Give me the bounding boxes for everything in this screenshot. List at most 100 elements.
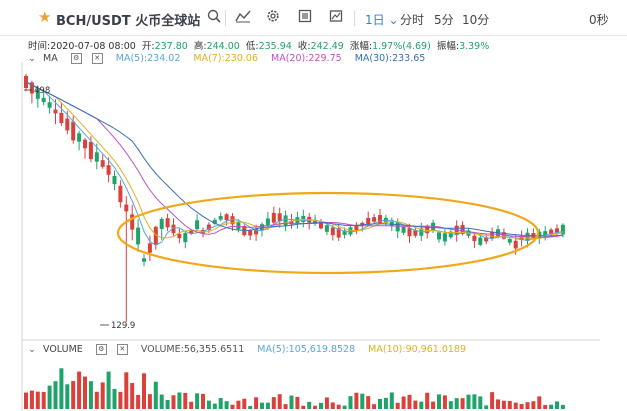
volume-bar <box>153 381 158 409</box>
volume-bar <box>242 398 247 409</box>
candle-body <box>277 213 282 222</box>
candle-body <box>212 219 217 224</box>
volume-bar <box>142 373 146 409</box>
volume-bar <box>442 395 447 409</box>
fullscreen-icon[interactable] <box>298 9 312 27</box>
volume-close-icon[interactable]: ✕ <box>116 344 128 355</box>
low-marker: 129.9 <box>111 321 135 331</box>
volume-bar <box>537 396 542 409</box>
volume-bar <box>360 393 365 409</box>
candle-body <box>71 121 76 141</box>
candle-body <box>165 218 170 228</box>
candle-body <box>425 226 430 234</box>
candle-body <box>106 165 111 175</box>
star-icon[interactable]: ★ <box>38 8 52 26</box>
candle-body <box>401 226 406 233</box>
volume-bar <box>289 395 294 409</box>
close-label: 收: <box>297 41 311 52</box>
candle-body <box>389 219 394 227</box>
volume-bar <box>531 401 536 409</box>
volume-bar <box>112 388 117 409</box>
ma-line <box>25 81 563 240</box>
high-value: 244.00 <box>206 41 240 52</box>
candle-body <box>336 228 341 238</box>
volume-settings-icon[interactable]: ⚙ <box>95 344 107 355</box>
volume-bar <box>519 403 524 409</box>
volume-collapse-icon[interactable]: ⌄ <box>28 344 36 355</box>
candle-body <box>77 133 82 142</box>
volume-value: VOLUME:56,355.6511 <box>140 344 245 355</box>
collapse-icon[interactable]: ⌄ <box>28 53 36 64</box>
ma-line <box>25 81 563 237</box>
volume-bar <box>47 385 52 409</box>
ma-settings-icon[interactable]: ⚙ <box>70 53 82 64</box>
volume-bar <box>330 402 335 409</box>
volume-bar <box>100 382 105 409</box>
candle-body <box>460 224 465 234</box>
volume-bar <box>319 402 323 409</box>
period-5m[interactable]: 5分 <box>434 13 454 27</box>
volume-bar <box>301 405 306 409</box>
period-10m[interactable]: 10分 <box>462 13 490 27</box>
settings-icon[interactable] <box>266 9 280 27</box>
volume-bar <box>490 392 495 409</box>
ma30-value: MA(30):233.65 <box>354 53 426 64</box>
ma-close-icon[interactable]: ✕ <box>91 53 103 64</box>
pair-title: BCH/USDT 火币全球站 <box>56 10 200 29</box>
period-timeline[interactable]: 分时 <box>400 13 425 27</box>
candle-body <box>124 204 129 212</box>
candle-body <box>189 230 194 234</box>
screenshot-icon[interactable] <box>329 9 343 27</box>
candle-body <box>147 243 152 253</box>
volume-bar <box>336 404 341 409</box>
indicator-icon[interactable] <box>235 9 251 27</box>
volume-bar <box>206 400 211 409</box>
period-1d[interactable]: 1日 ⌄ <box>365 13 399 27</box>
volume-bar <box>260 402 264 409</box>
volume-bar <box>507 400 512 409</box>
volume-bar <box>425 392 430 409</box>
volume-bar <box>513 402 518 409</box>
volume-bar <box>407 394 412 409</box>
volume-bar <box>94 391 99 409</box>
candle-body <box>47 102 52 108</box>
candle-body <box>206 224 211 231</box>
volume-bar <box>419 401 424 409</box>
candle-body <box>153 226 158 246</box>
volume-bar <box>24 392 28 409</box>
volume-bar <box>218 397 223 409</box>
volume-bar <box>283 404 288 409</box>
candle-body <box>283 215 288 226</box>
high-label: 高: <box>193 41 207 52</box>
volume-bar <box>549 404 554 409</box>
volume-bar <box>348 396 353 409</box>
candle-body <box>555 228 559 234</box>
volume-bar <box>248 405 253 409</box>
candle-body <box>437 232 441 240</box>
volume-bar <box>460 398 465 409</box>
search-icon[interactable] <box>207 9 221 27</box>
candle-body <box>271 212 276 223</box>
volume-bar <box>65 384 70 409</box>
candle-body <box>224 214 229 221</box>
volume-bar <box>543 405 548 409</box>
volume-bar <box>212 403 217 409</box>
volume-bar <box>136 394 141 409</box>
ma20-value: MA(20):229.75 <box>271 53 342 64</box>
candle-body <box>130 214 135 230</box>
candle-body <box>348 227 353 235</box>
candle-body <box>372 217 377 222</box>
candle-body <box>254 228 259 235</box>
volume-bar <box>342 405 347 409</box>
candle-body <box>507 238 512 243</box>
candle-body <box>136 227 141 245</box>
change-label: 涨幅: <box>349 41 373 52</box>
volume-bar <box>525 402 530 409</box>
volume-bar <box>478 396 483 409</box>
exchange-name: 火币全球站 <box>135 14 201 29</box>
volume-bar <box>254 397 259 409</box>
candle-body <box>260 224 264 231</box>
volume-bar <box>159 394 164 409</box>
ohlc-info: 时间:2020-07-08 08:00 开:237.80 高:244.00 低:… <box>28 38 489 52</box>
